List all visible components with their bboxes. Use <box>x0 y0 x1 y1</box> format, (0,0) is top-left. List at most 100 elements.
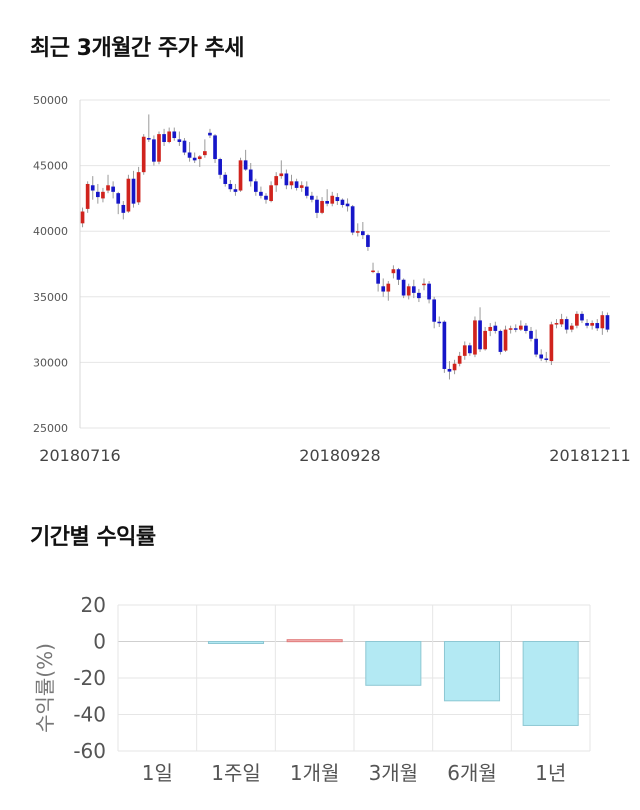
candle <box>126 174 131 213</box>
candle-body <box>391 269 396 274</box>
candle <box>361 222 365 240</box>
x-category-label: 6개월 <box>447 761 497 785</box>
candle <box>473 316 477 358</box>
candle-body <box>320 201 324 213</box>
x-category-label: 1일 <box>142 761 173 785</box>
return-bar <box>286 639 343 643</box>
candle <box>259 186 263 199</box>
candle <box>432 296 437 329</box>
candle <box>131 170 136 208</box>
candle <box>310 191 314 203</box>
candle-body <box>376 273 380 284</box>
candle <box>529 326 533 342</box>
candle-body <box>575 313 579 326</box>
candle <box>503 325 508 352</box>
candle <box>121 201 126 220</box>
candle-body <box>126 178 131 212</box>
candle <box>498 329 503 355</box>
candle <box>315 195 319 219</box>
candle-body <box>141 136 146 173</box>
candle <box>299 181 304 192</box>
candle <box>172 127 177 141</box>
candle-body <box>585 323 589 326</box>
x-category-label: 1개월 <box>290 761 340 785</box>
candle <box>111 181 115 199</box>
candle-body <box>264 195 268 200</box>
candle <box>605 312 610 333</box>
return-bar <box>207 641 265 644</box>
candle-body <box>325 201 329 204</box>
candle-body <box>605 315 610 330</box>
candle-body <box>284 173 289 186</box>
return-bar <box>443 641 501 702</box>
candle <box>223 172 228 187</box>
candle-body <box>197 156 202 160</box>
candle-body <box>213 135 217 160</box>
candle <box>274 172 279 192</box>
candle-body <box>299 185 304 188</box>
candle-body <box>422 283 426 286</box>
y-tick-label: -40 <box>73 703 106 727</box>
candle <box>534 329 538 358</box>
candle <box>340 198 345 208</box>
candle-body <box>223 174 228 184</box>
candle-body <box>386 283 391 292</box>
candle-body <box>111 186 115 192</box>
period-returns-title: 기간별 수익률 <box>30 525 156 550</box>
candle-body <box>457 355 462 364</box>
candle-body <box>157 134 161 162</box>
candle-body <box>406 286 411 296</box>
candle-body <box>401 279 406 296</box>
candle <box>167 127 172 144</box>
candle-body <box>513 328 518 330</box>
candle-body <box>218 159 222 175</box>
candle <box>559 313 564 327</box>
candle-body <box>182 140 187 153</box>
candle <box>208 128 212 139</box>
candle-body <box>187 152 192 158</box>
candle-body <box>432 299 437 322</box>
candle-body <box>208 132 212 136</box>
x-tick-label: 20180716 <box>39 446 120 465</box>
x-category-label: 1년 <box>535 761 566 785</box>
candle-body <box>529 330 533 339</box>
candle <box>162 128 166 146</box>
y-tick-label: -20 <box>73 666 106 690</box>
candle <box>157 131 161 165</box>
candle-body <box>152 139 156 162</box>
candle <box>80 207 85 228</box>
y-tick-label: 45000 <box>33 160 68 173</box>
candle <box>508 325 513 334</box>
candle-body <box>554 323 559 325</box>
candle-body <box>116 193 121 204</box>
y-tick-label: 25000 <box>33 422 68 435</box>
candle-body <box>85 183 90 209</box>
candle <box>569 323 574 333</box>
candle-body <box>518 325 523 330</box>
y-tick-label: 30000 <box>33 356 68 369</box>
y-tick-label: 0 <box>93 630 106 654</box>
candle <box>386 281 391 301</box>
x-tick-label: 20180928 <box>299 446 380 465</box>
candle-body <box>228 183 233 190</box>
y-axis-label: 수익률(%) <box>33 643 57 733</box>
candle-body <box>371 270 375 273</box>
candle-body <box>427 283 431 300</box>
candle-body <box>340 199 345 205</box>
candle <box>203 139 207 158</box>
candle <box>391 265 396 279</box>
candle <box>192 152 197 163</box>
candle-body <box>101 191 105 199</box>
candle <box>366 233 370 251</box>
candle-body <box>310 195 314 200</box>
candle-body <box>508 328 513 330</box>
candle-body <box>417 292 421 299</box>
candle-body <box>447 368 452 372</box>
candle <box>493 321 498 334</box>
candle-body <box>396 269 401 280</box>
candle-body <box>315 199 319 213</box>
candle-body <box>564 319 569 330</box>
candle-body <box>493 325 498 331</box>
candle <box>355 223 360 237</box>
